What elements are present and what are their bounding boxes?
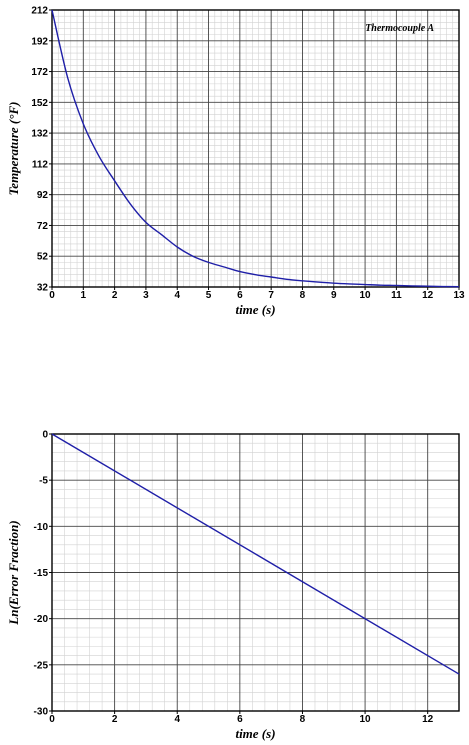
x-tick-label: 4 <box>174 290 180 301</box>
y-tick-label: 32 <box>37 283 49 294</box>
y-axis-label: Ln(Error Fraction) <box>6 520 21 625</box>
y-tick-label: 212 <box>31 6 48 17</box>
x-tick-label: 2 <box>112 290 118 301</box>
temperature-chart: 0 1 2 3 4 5 6 7 8 9 10 11 12 133252729211213215217219… <box>6 6 465 318</box>
x-tick-label: 4 <box>174 714 180 725</box>
y-tick-label: 112 <box>32 159 49 170</box>
y-tick-label: 152 <box>31 98 48 109</box>
x-tick-label: 10 <box>360 290 372 301</box>
y-tick-label: -15 <box>34 568 49 579</box>
series-line-0 <box>51 433 460 675</box>
x-tick-label: 1 <box>81 290 87 301</box>
series-line-0 <box>51 9 460 288</box>
x-tick-label: 5 <box>206 290 212 301</box>
y-tick-label: 92 <box>37 190 49 201</box>
x-tick-label: 8 <box>300 290 306 301</box>
x-tick-label: 13 <box>453 290 465 301</box>
x-tick-label: 0 <box>49 714 55 725</box>
x-axis-label: time (s) <box>235 302 275 317</box>
x-tick-label: 7 <box>268 290 274 301</box>
y-tick-label: -25 <box>34 660 49 671</box>
x-tick-label: 3 <box>143 290 149 301</box>
series-annotation: Thermocouple A <box>365 23 434 34</box>
y-tick-label: 132 <box>31 129 48 140</box>
x-tick-label: 11 <box>391 290 402 301</box>
y-tick-label: -10 <box>34 522 49 533</box>
y-tick-label: -5 <box>39 476 48 487</box>
ln-error-chart: 0 2 4 6 8 10 12 0 -5 -10 -15 -20 -25 -30 time (s) Ln(Er… <box>6 430 460 741</box>
x-tick-label: 12 <box>422 290 434 301</box>
x-tick-label: 10 <box>360 714 372 725</box>
y-axis-label: Temperature (°F) <box>6 102 21 196</box>
plot-frame <box>51 9 460 288</box>
y-tick-label: 72 <box>37 221 49 232</box>
y-tick-label: 52 <box>37 252 49 263</box>
x-tick-label: 6 <box>237 290 243 301</box>
x-tick-label: 8 <box>300 714 306 725</box>
plot-area <box>52 10 459 287</box>
x-tick-label: 2 <box>112 714 118 725</box>
x-tick-label: 6 <box>237 714 243 725</box>
x-axis-label: time (s) <box>235 726 275 741</box>
y-tick-label: -30 <box>34 707 49 718</box>
x-tick-label: 0 <box>49 290 55 301</box>
y-tick-label: -20 <box>34 614 49 625</box>
minor-grid <box>52 10 459 287</box>
x-tick-label: 9 <box>331 290 337 301</box>
x-tick-label: 12 <box>422 714 434 725</box>
y-tick-label: 192 <box>31 36 48 47</box>
y-tick-label: 0 <box>42 430 48 441</box>
y-tick-label: 172 <box>31 67 48 78</box>
